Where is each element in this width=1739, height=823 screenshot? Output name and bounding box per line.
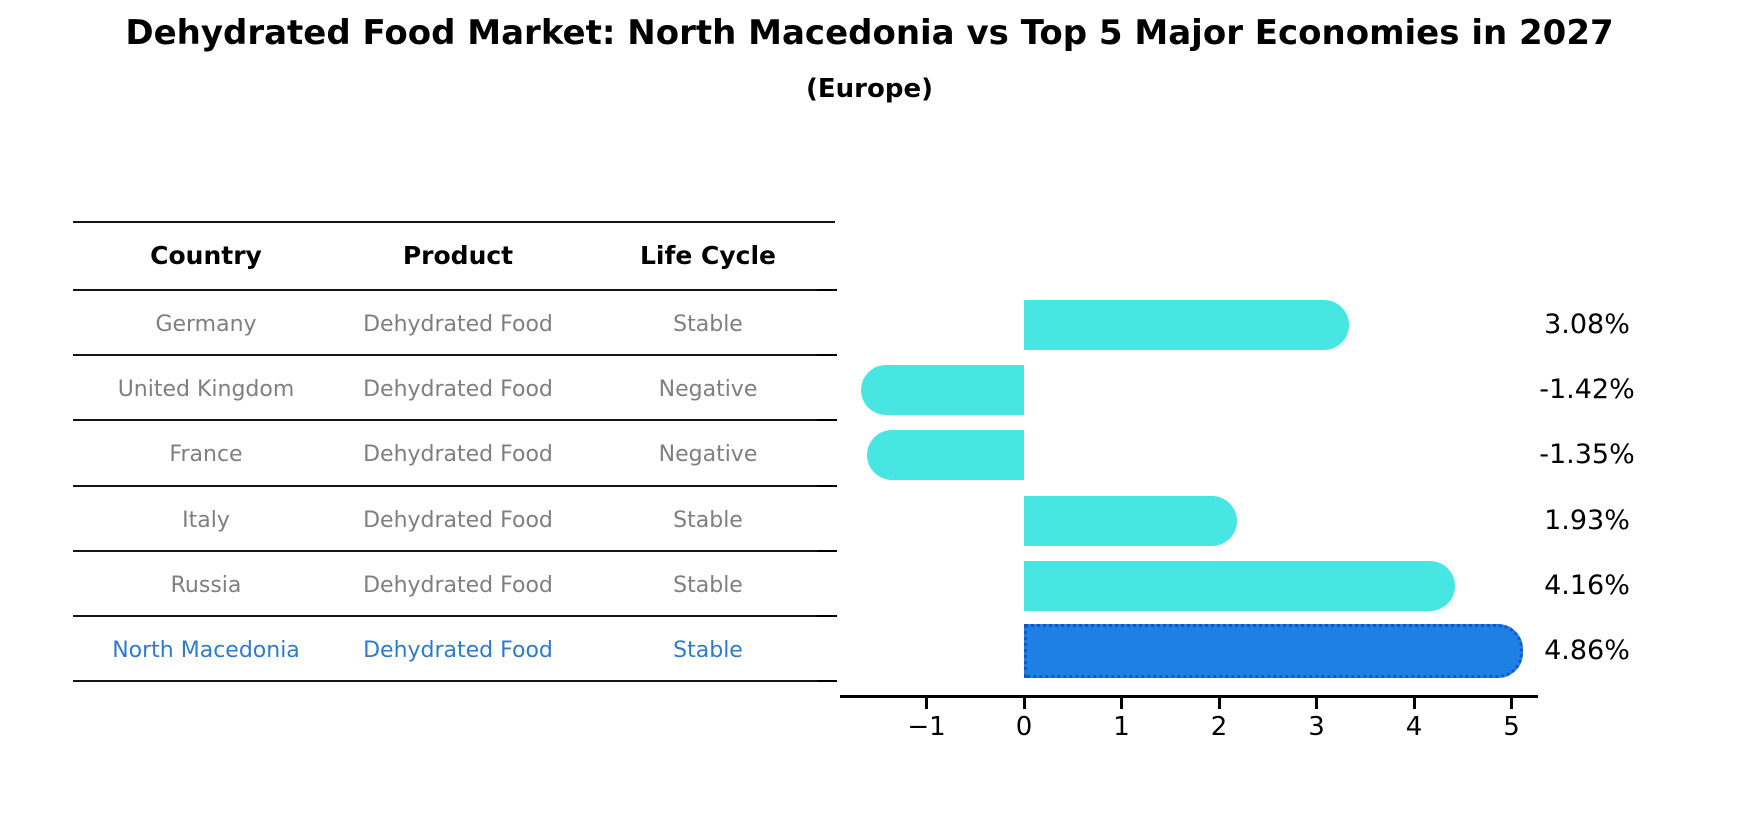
value-label: 4.86% bbox=[1544, 635, 1630, 666]
chart-subtitle: (Europe) bbox=[806, 74, 933, 104]
table-header-life_cycle: Life Cycle bbox=[639, 241, 777, 270]
bar-north-macedonia bbox=[1024, 624, 1523, 678]
table-cell-country: North Macedonia bbox=[112, 638, 300, 663]
table-line bbox=[73, 221, 835, 223]
table-cell-life_cycle: Stable bbox=[673, 312, 743, 337]
y-tick bbox=[817, 680, 837, 683]
bar-united-kingdom bbox=[860, 365, 1024, 416]
x-tick-label: 0 bbox=[1015, 712, 1033, 742]
value-label: 1.93% bbox=[1544, 504, 1630, 536]
table-line bbox=[73, 484, 835, 487]
value-label: 4.16% bbox=[1544, 569, 1630, 601]
bar-germany bbox=[1024, 300, 1350, 350]
table-header-product: Product bbox=[402, 241, 514, 270]
table-cell-country: Germany bbox=[155, 312, 257, 337]
x-tick bbox=[1315, 698, 1318, 709]
y-tick bbox=[817, 354, 837, 357]
table-cell-product: Dehydrated Food bbox=[363, 442, 553, 468]
y-tick bbox=[817, 549, 837, 552]
x-axis-line bbox=[840, 695, 1538, 698]
x-tick-label: 2 bbox=[1210, 712, 1228, 742]
y-tick bbox=[817, 419, 837, 422]
table-cell-country: United Kingdom bbox=[117, 377, 295, 403]
x-tick-label: 5 bbox=[1503, 712, 1520, 742]
table-cell-country: Italy bbox=[182, 507, 230, 533]
table-line bbox=[73, 680, 835, 683]
x-tick-label: 4 bbox=[1405, 712, 1423, 742]
x-tick bbox=[1022, 698, 1026, 709]
x-tick bbox=[925, 698, 928, 709]
x-tick bbox=[1510, 698, 1513, 709]
table-cell-product: Dehydrated Food bbox=[363, 507, 553, 533]
y-tick bbox=[817, 484, 837, 487]
x-tick-label: −1 bbox=[907, 712, 946, 742]
table-cell-life_cycle: Negative bbox=[658, 377, 758, 403]
y-tick bbox=[817, 289, 837, 291]
x-tick-label: 1 bbox=[1113, 712, 1130, 742]
table-cell-life_cycle: Stable bbox=[673, 638, 743, 663]
value-label: 3.08% bbox=[1544, 309, 1630, 340]
table-header-country: Country bbox=[150, 241, 262, 270]
x-tick bbox=[1412, 698, 1416, 709]
value-label: -1.42% bbox=[1539, 374, 1635, 406]
bar-italy bbox=[1024, 495, 1238, 546]
bar-russia bbox=[1024, 560, 1455, 611]
table-cell-life_cycle: Stable bbox=[673, 572, 743, 598]
x-tick bbox=[1217, 698, 1221, 709]
table-cell-product: Dehydrated Food bbox=[363, 312, 553, 337]
value-label: -1.35% bbox=[1539, 439, 1635, 471]
table-cell-life_cycle: Negative bbox=[658, 442, 758, 468]
chart-title: Dehydrated Food Market: North Macedonia … bbox=[125, 13, 1614, 53]
y-tick bbox=[817, 615, 837, 617]
table-line bbox=[73, 615, 835, 617]
table-line bbox=[73, 419, 835, 422]
table-line bbox=[73, 549, 835, 552]
table-line bbox=[73, 289, 835, 291]
table-cell-product: Dehydrated Food bbox=[363, 638, 553, 663]
table-line bbox=[73, 354, 835, 357]
table-cell-product: Dehydrated Food bbox=[363, 572, 553, 598]
table-cell-product: Dehydrated Food bbox=[363, 377, 553, 403]
table-cell-life_cycle: Stable bbox=[673, 507, 743, 533]
x-tick-label: 3 bbox=[1308, 712, 1325, 742]
table-cell-country: France bbox=[169, 442, 243, 468]
x-tick bbox=[1120, 698, 1123, 709]
table-cell-country: Russia bbox=[170, 572, 242, 598]
bar-france bbox=[867, 430, 1024, 481]
